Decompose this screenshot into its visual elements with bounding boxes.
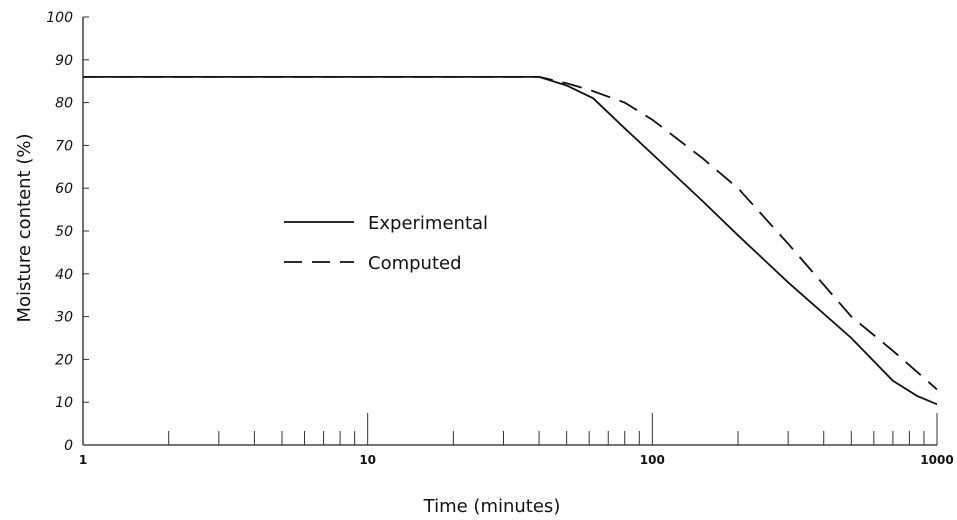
legend-label-computed: Computed (368, 253, 462, 274)
x-tick-label: 1000 (920, 453, 953, 467)
y-tick-label: 60 (55, 181, 73, 197)
y-tick-label: 70 (55, 138, 73, 154)
legend: Experimental Computed (284, 213, 488, 274)
y-tick-label: 100 (46, 10, 73, 26)
x-tick-label: 100 (640, 453, 665, 467)
legend-label-experimental: Experimental (368, 213, 488, 234)
x-tick-label: 10 (359, 453, 376, 467)
y-tick-labels: 0 10 20 30 40 50 60 70 80 90 100 (46, 10, 73, 454)
series-group (83, 76, 938, 406)
y-tick-label: 40 (55, 267, 73, 283)
y-axis-title: Moisture content (%) (14, 134, 35, 323)
y-tick-label: 0 (64, 438, 73, 454)
x-tick-labels: 1 10 100 1000 (79, 453, 954, 467)
x-tick-label: 1 (79, 453, 87, 467)
series-line-computed (83, 76, 938, 391)
y-tick-label: 10 (55, 395, 73, 411)
y-tick-label: 30 (55, 310, 73, 326)
x-axis-title: Time (minutes) (423, 496, 561, 517)
y-tick-label: 90 (55, 53, 73, 69)
y-tick-label: 50 (55, 224, 73, 240)
y-tick-label: 80 (55, 96, 73, 112)
axis-ticks (82, 16, 938, 446)
series-line-experimental (83, 76, 938, 406)
y-tick-label: 20 (55, 352, 73, 368)
